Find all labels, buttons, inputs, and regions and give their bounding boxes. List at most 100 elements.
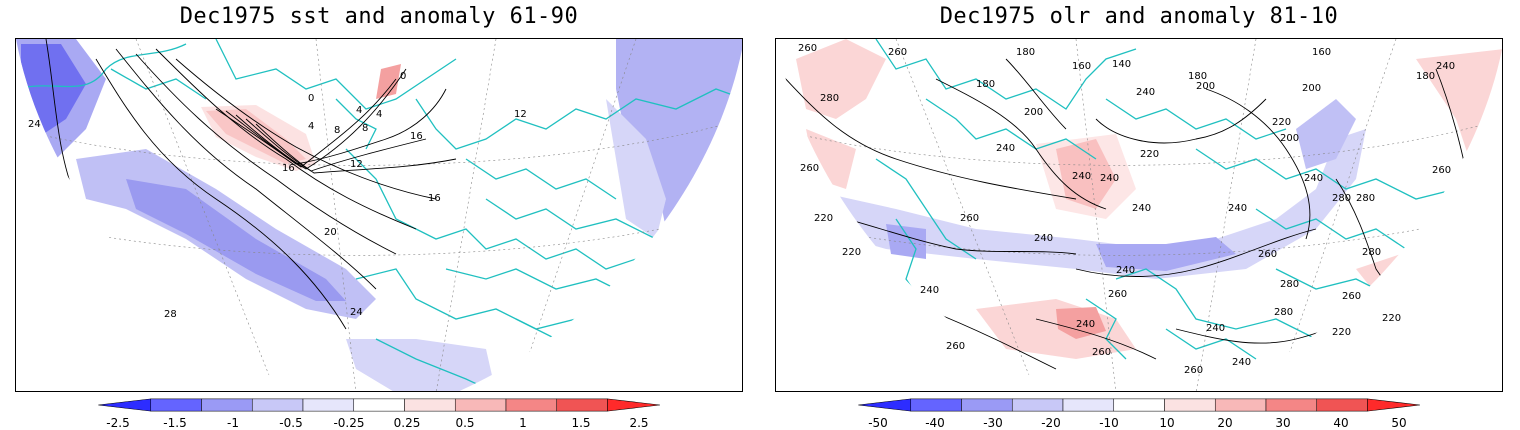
anomaly-blue-band-dark — [126, 179, 346, 301]
contour-label: 240 — [1100, 173, 1119, 184]
contour-label: 180 — [1188, 71, 1207, 82]
colorbar-tick: 40 — [1333, 416, 1349, 430]
colorbar-arrow-right — [607, 398, 661, 412]
colorbar-segment — [1316, 398, 1368, 412]
contour-label: 240 — [1228, 203, 1247, 214]
anomaly-blue-ne — [1296, 99, 1356, 169]
contour-label: 16 — [282, 163, 295, 174]
contour-label: 4 — [376, 109, 382, 120]
colorbar-segment — [1113, 398, 1165, 412]
contour-label: 260 — [1092, 347, 1111, 358]
left-map-panel: 24 0 4 8 4 0 4 8 12 16 12 16 20 24 28 16 — [15, 38, 743, 392]
contour-label: 240 — [1034, 233, 1053, 244]
right-map-title: Dec1975 olr and anomaly 81-10 — [939, 4, 1339, 29]
contour-label: 280 — [820, 93, 839, 104]
contour-label: 260 — [1258, 249, 1277, 260]
colorbar-tick: -10 — [1099, 416, 1119, 430]
contour-label: 260 — [888, 47, 907, 58]
anomaly-blue-east — [616, 39, 742, 239]
contour-label: 200 — [1280, 133, 1299, 144]
colorbar-segment — [1265, 398, 1318, 412]
contour-label: 240 — [1232, 357, 1251, 368]
colorbar-segment — [1062, 398, 1115, 412]
contour-label: 24 — [28, 119, 41, 130]
colorbar-segment — [1011, 398, 1064, 412]
anomaly-blue-west — [886, 224, 926, 259]
contour-label: 4 — [308, 121, 314, 132]
contour-label: 240 — [1206, 323, 1225, 334]
olr-colorbar — [858, 398, 1421, 412]
colorbar-arrow-left — [98, 398, 152, 412]
colorbar-segment — [1164, 398, 1216, 412]
contour-label: 200 — [1024, 107, 1043, 118]
anomaly-blue-band-mid — [1096, 237, 1236, 271]
right-map-panel: 260 260 180 160 140 180 240 280 180 200 … — [775, 38, 1503, 392]
contour-label: 220 — [1140, 149, 1159, 160]
graticule — [776, 39, 1502, 391]
contour-label: 260 — [1184, 365, 1203, 376]
anomaly-red-center-light — [1036, 134, 1136, 219]
colorbar-segment — [404, 398, 456, 412]
contour-label: 260 — [800, 163, 819, 174]
contour-label: 12 — [514, 109, 527, 120]
contour-label: 240 — [1116, 265, 1135, 276]
contour-label: 16 — [428, 193, 441, 204]
colorbar-segment — [961, 398, 1013, 412]
contour-label: 240 — [1136, 87, 1155, 98]
anomaly-red-south-mid — [1056, 307, 1106, 339]
colorbar-arrow-left — [858, 398, 912, 412]
colorbar-segment — [1214, 398, 1267, 412]
colorbar-segment — [150, 398, 202, 412]
colorbar-tick: 10 — [1159, 416, 1175, 430]
contour-label: 8 — [362, 123, 368, 134]
contour-label: 240 — [1132, 203, 1151, 214]
contour-label: 16 — [410, 131, 423, 142]
contour-label: 260 — [1342, 291, 1361, 302]
anomaly-red-nw — [796, 39, 886, 119]
contour-label: 28 — [164, 309, 177, 320]
contour-label: 0 — [400, 71, 406, 82]
contour-label: 0 — [308, 93, 314, 104]
colorbar-segment — [505, 398, 558, 412]
contour-label: 180 — [1416, 71, 1435, 82]
left-map-title: Dec1975 sst and anomaly 61-90 — [179, 4, 579, 29]
sst-map: 24 0 4 8 4 0 4 8 12 16 12 16 20 24 28 16 — [16, 39, 742, 391]
anomaly-blue-south — [346, 339, 496, 391]
colorbar-tick: -2.5 — [106, 416, 130, 430]
contour-label: 160 — [1072, 61, 1091, 72]
contour-label: 220 — [1272, 117, 1291, 128]
contour-label: 220 — [1332, 327, 1351, 338]
contour-label: 12 — [350, 159, 363, 170]
contour-label: 240 — [1076, 319, 1095, 330]
contour-label: 260 — [1432, 165, 1451, 176]
contour-label: 240 — [1072, 171, 1091, 182]
contour-label: 240 — [1304, 173, 1323, 184]
colorbar-tick: -30 — [983, 416, 1003, 430]
colorbar-tick: 0.25 — [393, 416, 421, 430]
contour-label: 8 — [334, 125, 340, 136]
contour-label: 280 — [1274, 307, 1293, 318]
colorbar-tick: 20 — [1217, 416, 1233, 430]
colorbar-segment — [302, 398, 355, 412]
colorbar-tick: -40 — [925, 416, 945, 430]
colorbar-tick: -1 — [227, 416, 239, 430]
contour-label: 24 — [350, 307, 363, 318]
colorbar-tick: -0.25 — [333, 416, 365, 430]
graticule — [16, 39, 742, 391]
sst-contour-labels: 24 0 4 8 4 0 4 8 12 16 12 16 20 24 28 16 — [28, 71, 527, 320]
colorbar-tick: 30 — [1275, 416, 1291, 430]
contour-label: 260 — [798, 43, 817, 54]
contour-label: 20 — [324, 227, 337, 238]
colorbar-segment — [251, 398, 304, 412]
olr-contour-labels: 260 260 180 160 140 180 240 280 180 200 … — [798, 43, 1455, 376]
contour-label: 240 — [996, 143, 1015, 154]
anomaly-red-small — [376, 64, 401, 99]
contour-label: 180 — [976, 79, 995, 90]
contour-label: 280 — [1280, 279, 1299, 290]
contour-label: 140 — [1112, 59, 1131, 70]
colorbar-segment — [353, 398, 405, 412]
colorbar-tick: 1.5 — [571, 416, 591, 430]
colorbar-tick: 50 — [1391, 416, 1407, 430]
olr-map: 260 260 180 160 140 180 240 280 180 200 … — [776, 39, 1502, 391]
colorbar-tick: -1.5 — [163, 416, 187, 430]
